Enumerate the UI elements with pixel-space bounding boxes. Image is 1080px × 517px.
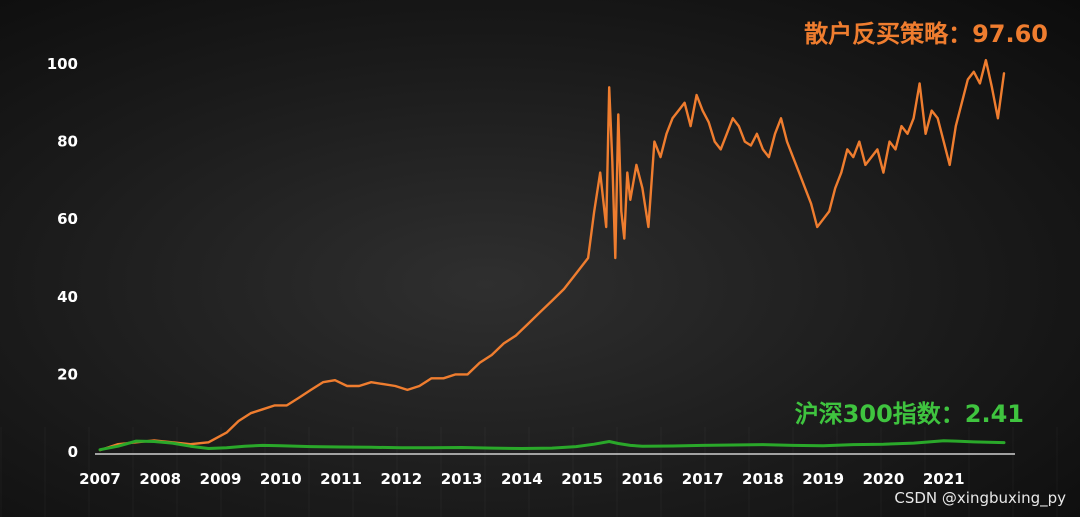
- x-tick-label: 2010: [260, 470, 302, 488]
- series-layer: [98, 58, 1006, 452]
- y-tick-label: 80: [57, 133, 78, 151]
- series-line-hs300: [98, 439, 1006, 452]
- y-tick-label: 40: [57, 288, 78, 306]
- x-tick-label: 2020: [863, 470, 905, 488]
- watermark: CSDN @xingbuxing_py: [894, 489, 1066, 507]
- x-tick-label: 2016: [622, 470, 664, 488]
- y-tick-label: 60: [57, 210, 78, 228]
- series-line-strategy: [98, 58, 1006, 452]
- x-tick-label: 2012: [380, 470, 422, 488]
- x-tick-label: 2015: [561, 470, 603, 488]
- y-tick-label: 20: [57, 365, 78, 383]
- x-tick-label: 2007: [79, 470, 121, 488]
- x-tick-label: 2018: [742, 470, 784, 488]
- x-tick-label: 2013: [441, 470, 483, 488]
- axis-layer: 0 20 40 60 80 100 2007 2008 2009 2010 2011 2012 2013…: [47, 55, 1015, 488]
- x-tick-label: 2011: [320, 470, 362, 488]
- y-tick-label: 0: [68, 443, 78, 461]
- x-tick-label: 2009: [200, 470, 242, 488]
- series-label-strategy: 散户反买策略：97.60: [804, 20, 1048, 48]
- x-tick-label: 2017: [682, 470, 724, 488]
- x-tick-label: 2021: [923, 470, 965, 488]
- series-label-hs300: 沪深300指数：2.41: [794, 400, 1024, 428]
- x-tick-label: 2014: [501, 470, 543, 488]
- x-tick-label: 2019: [802, 470, 844, 488]
- y-tick-label: 100: [47, 55, 78, 73]
- x-tick-label: 2008: [139, 470, 181, 488]
